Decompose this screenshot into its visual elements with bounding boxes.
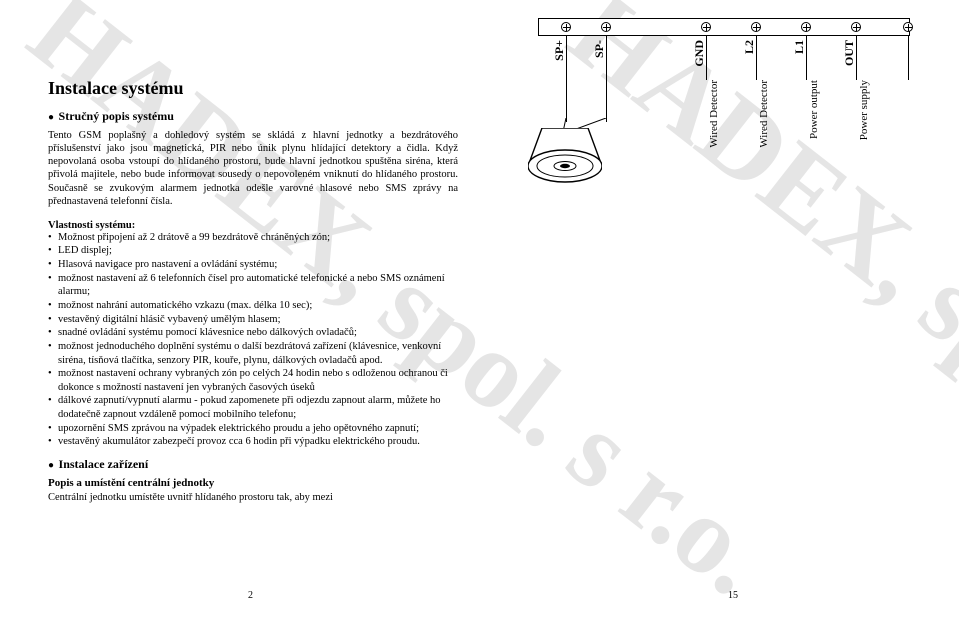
terminal-screw: [561, 22, 571, 32]
terminal-screw: [801, 22, 811, 32]
terminal-sublabel: Power output: [808, 80, 820, 139]
terminal-label: GND: [692, 40, 707, 67]
terminal-screw: [701, 22, 711, 32]
list-item: Možnost připojení až 2 drátově a 99 bezd…: [48, 231, 458, 245]
terminal-screw: [851, 22, 861, 32]
page-number-left: 2: [248, 590, 253, 601]
terminal-label: OUT: [842, 40, 857, 66]
terminal-label: L1: [792, 40, 807, 54]
install-text: Centrální jednotku umístěte uvnitř hlída…: [48, 491, 458, 504]
section-subtitle: Stručný popis systému: [48, 109, 458, 124]
list-item: možnost jednoduchého doplnění systému o …: [48, 340, 458, 367]
terminal-screw: [601, 22, 611, 32]
page-right: SP+ SP- GND Wired Detector L2 Wired Detector L…: [520, 18, 930, 218]
intro-paragraph: Tento GSM poplašný a dohledový systém se…: [48, 129, 458, 208]
terminal-label: L2: [742, 40, 757, 54]
terminal-wire: [908, 36, 909, 80]
terminal-screw: [751, 22, 761, 32]
list-item: možnost nastavení až 6 telefonních čísel…: [48, 272, 458, 299]
list-item: vestavěný digitální hlásič vybavený uměl…: [48, 313, 458, 327]
list-item: možnost nastavení ochrany vybraných zón …: [48, 367, 458, 394]
terminal-label: SP-: [592, 40, 607, 58]
list-item: Hlasová navigace pro nastavení a ovládán…: [48, 258, 458, 272]
terminal-diagram: SP+ SP- GND Wired Detector L2 Wired Detector L…: [520, 18, 930, 218]
install-heading: Instalace zařízení: [48, 457, 458, 472]
page-number-right: 15: [728, 590, 738, 601]
list-item: možnost nahrání automatického vzkazu (ma…: [48, 299, 458, 313]
terminal-label: SP+: [552, 40, 567, 61]
properties-list: Možnost připojení až 2 drátově a 99 bezd…: [48, 231, 458, 449]
list-item: upozornění SMS zprávou na výpadek elektr…: [48, 422, 458, 436]
list-item: dálkové zapnutí/vypnutí alarmu - pokud z…: [48, 394, 458, 421]
terminal-sublabel: Wired Detector: [758, 80, 770, 148]
terminal-sublabel: Wired Detector: [708, 80, 720, 148]
properties-header: Vlastnosti systému:: [48, 220, 458, 231]
list-item: LED displej;: [48, 244, 458, 258]
terminal-sublabel: Power supply: [858, 80, 870, 140]
terminal-screw: [903, 22, 913, 32]
page-title: Instalace systému: [48, 78, 458, 99]
page-left: Instalace systému Stručný popis systému …: [48, 78, 458, 504]
list-item: snadné ovládání systému pomocí klávesnic…: [48, 326, 458, 340]
speaker-icon: [528, 128, 602, 186]
install-subheading: Popis a umístění centrální jednotky: [48, 477, 458, 489]
list-item: vestavěný akumulátor zabezpečí provoz cc…: [48, 435, 458, 449]
